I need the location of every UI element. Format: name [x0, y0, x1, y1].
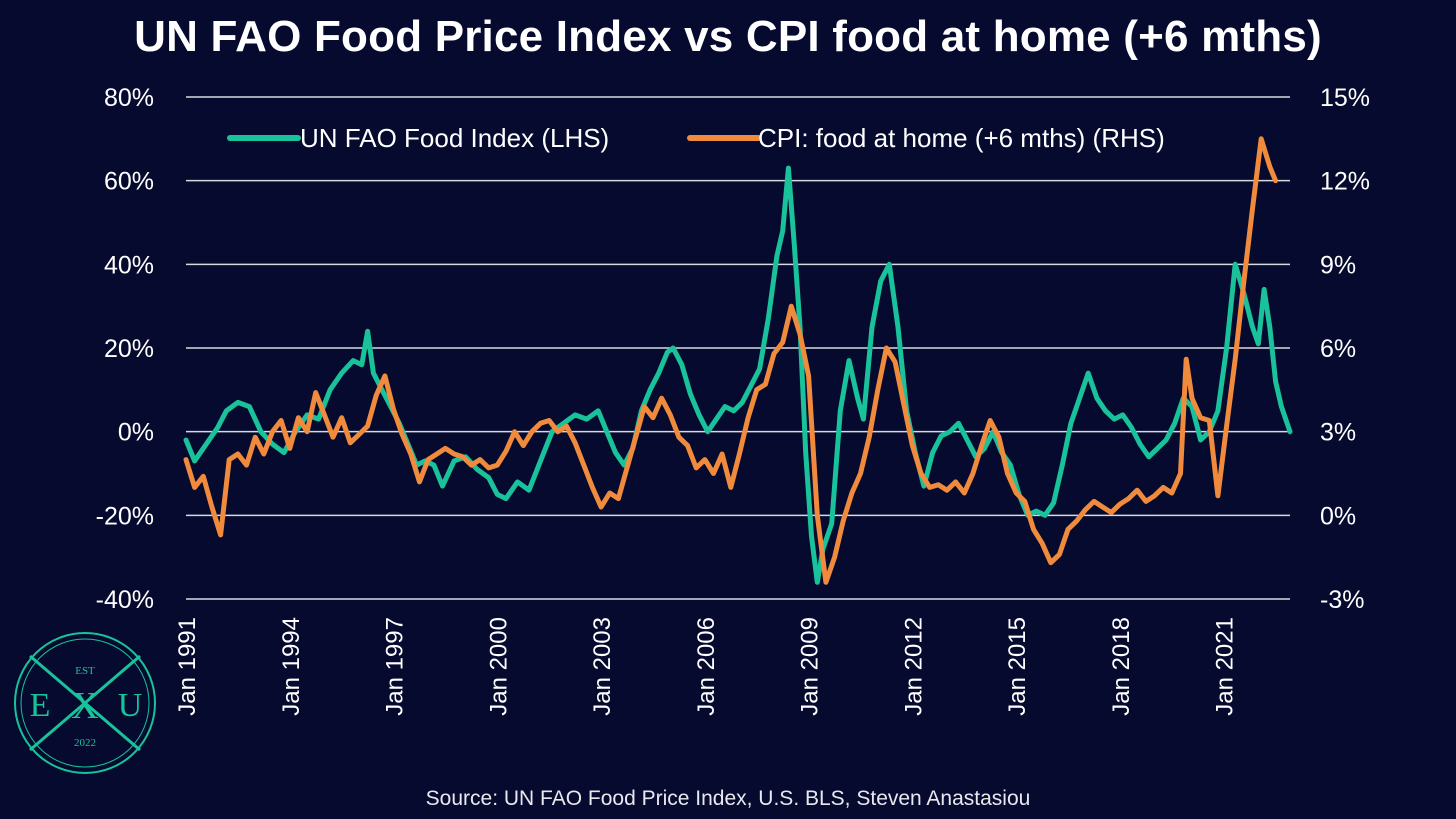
logo-letter-e: E — [30, 687, 51, 724]
source-note: Source: UN FAO Food Price Index, U.S. BL… — [425, 787, 1031, 810]
x-tick-label: Jan 2006 — [693, 617, 720, 716]
logo-letter-x: X — [71, 685, 98, 727]
right-tick-label: 9% — [1320, 251, 1356, 279]
right-tick-label: 15% — [1320, 84, 1370, 112]
x-tick-label: Jan 2000 — [485, 617, 512, 716]
x-tick-label: Jan 2012 — [900, 617, 927, 716]
series-line-cpi-food-at-home — [183, 136, 1279, 585]
logo-inner-ring — [20, 638, 150, 768]
x-tick-label: Jan 2015 — [1004, 617, 1031, 716]
right-tick-label: 3% — [1320, 419, 1356, 447]
x-tick-label: Jan 1994 — [278, 617, 305, 716]
right-tick-label: 12% — [1320, 168, 1370, 196]
logo-letter-u: U — [118, 687, 143, 724]
x-tick-label: Jan 2021 — [1212, 617, 1239, 716]
logo-outer-ring — [14, 632, 156, 774]
gridlines — [186, 96, 1290, 600]
legend: UN FAO Food Index (LHS) CPI: food at home… — [227, 123, 1165, 153]
left-tick-label: 40% — [104, 251, 154, 279]
x-tick-label: Jan 2009 — [797, 617, 824, 716]
right-tick-label: 6% — [1320, 335, 1356, 363]
legend-label: UN FAO Food Index (LHS) — [300, 123, 609, 153]
right-tick-label: 0% — [1320, 502, 1356, 530]
logo-sword-2 — [29, 654, 141, 752]
x-tick-label: Jan 1991 — [174, 617, 201, 716]
exu-logo: EST E X U 2022 — [14, 632, 156, 774]
logo-bottom-text: 2022 — [74, 737, 96, 749]
right-y-axis: -3% 0% 3% 6% 9% 12% 15% — [1320, 84, 1370, 614]
left-tick-label: 0% — [118, 419, 154, 447]
logo-top-text: EST — [75, 665, 95, 677]
series-lines — [183, 136, 1293, 585]
x-tick-label: Jan 2018 — [1108, 617, 1135, 716]
left-tick-label: -20% — [96, 502, 154, 530]
left-tick-label: 20% — [104, 335, 154, 363]
left-y-axis: -40% -20% 0% 20% 40% 60% 80% — [96, 84, 154, 614]
chart-title: UN FAO Food Price Index vs CPI food at h… — [134, 12, 1322, 61]
left-tick-label: 60% — [104, 168, 154, 196]
x-axis: Jan 1991 Jan 1994 Jan 1997 Jan 2000 Jan 2003… — [174, 617, 1239, 716]
x-tick-label: Jan 1997 — [382, 617, 409, 716]
left-tick-label: 80% — [104, 84, 154, 112]
series-line-fao-food-index — [183, 165, 1293, 585]
right-tick-label: -3% — [1320, 586, 1364, 614]
x-tick-label: Jan 2003 — [589, 617, 616, 716]
legend-label: CPI: food at home (+6 mths) (RHS) — [758, 123, 1165, 153]
left-tick-label: -40% — [96, 586, 154, 614]
